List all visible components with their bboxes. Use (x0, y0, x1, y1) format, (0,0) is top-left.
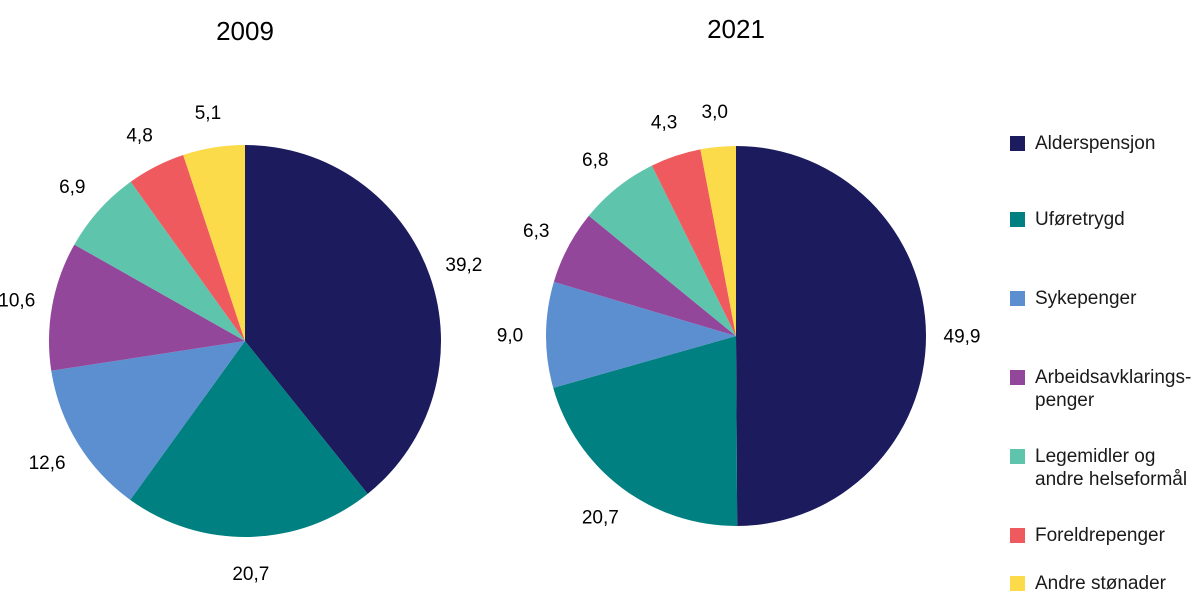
legend-swatch (1010, 576, 1025, 591)
pie-slice (74, 181, 245, 341)
legend-label: Alderspensjon (1035, 133, 1156, 154)
slice-value-label: 3,0 (702, 102, 728, 123)
legend-label: Arbeidsavklarings- penger (1035, 367, 1192, 411)
pie-slice (245, 145, 441, 494)
pie-2009: 2009 39,2 20,7 12,6 10,6 6,9 4,8 5,1 (0, 16, 482, 585)
legend-item: Foreldrepenger (1010, 524, 1165, 547)
legend-item: Sykepenger (1010, 287, 1136, 310)
chart-title: 2021 (707, 14, 765, 44)
slice-value-label: 4,3 (651, 113, 677, 134)
pie-slice (736, 146, 927, 526)
slice-value-label: 6,9 (59, 177, 85, 198)
legend-label: Andre stønader (1035, 573, 1166, 594)
pie-slice (553, 215, 736, 336)
slice-value-label: 10,6 (0, 290, 35, 311)
legend-swatch (1010, 291, 1025, 306)
pie-slice (183, 145, 245, 341)
slice-value-label: 6,3 (523, 221, 549, 242)
legend-swatch (1010, 528, 1025, 543)
slice-value-label: 5,1 (195, 103, 221, 124)
legend-item: Uføretrygd (1010, 208, 1125, 231)
legend-item: Alderspensjon (1010, 132, 1155, 155)
pie-slice (49, 244, 245, 371)
pie-slice (546, 281, 736, 388)
legend-swatch (1010, 212, 1025, 227)
legend-swatch (1010, 370, 1025, 385)
pie-slice (588, 165, 736, 336)
legend-label: Sykepenger (1035, 288, 1137, 309)
slice-value-label: 20,7 (582, 508, 619, 529)
slice-value-label: 20,7 (232, 564, 269, 585)
legend-label: Uføretrygd (1035, 209, 1125, 230)
pie-slice (51, 341, 246, 500)
pie-slice (553, 336, 738, 526)
legend-label: Foreldrepenger (1035, 525, 1165, 546)
legend-item: Legemidler og andre helseformål (1010, 445, 1187, 491)
legend-item: Andre stønader (1010, 572, 1166, 595)
slice-value-label: 49,9 (944, 326, 981, 347)
slice-value-label: 12,6 (29, 453, 66, 474)
legend-label: Legemidler og andre helseformål (1035, 446, 1188, 490)
slice-value-label: 39,2 (445, 255, 482, 276)
chart-title: 2009 (216, 16, 274, 46)
legend-item: Arbeidsavklarings- penger (1010, 366, 1191, 412)
pie-slice (130, 154, 245, 341)
pie-slice (651, 149, 736, 336)
pie-slice (130, 341, 368, 537)
slice-value-label: 6,8 (582, 150, 608, 171)
legend-swatch (1010, 449, 1025, 464)
slice-value-label: 9,0 (497, 326, 523, 347)
pie-2021: 2021 49,9 20,7 9,0 6,3 6,8 4,3 3,0 (497, 14, 981, 529)
legend-swatch (1010, 136, 1025, 151)
slice-value-label: 4,8 (126, 125, 152, 146)
pie-slice (700, 146, 736, 336)
